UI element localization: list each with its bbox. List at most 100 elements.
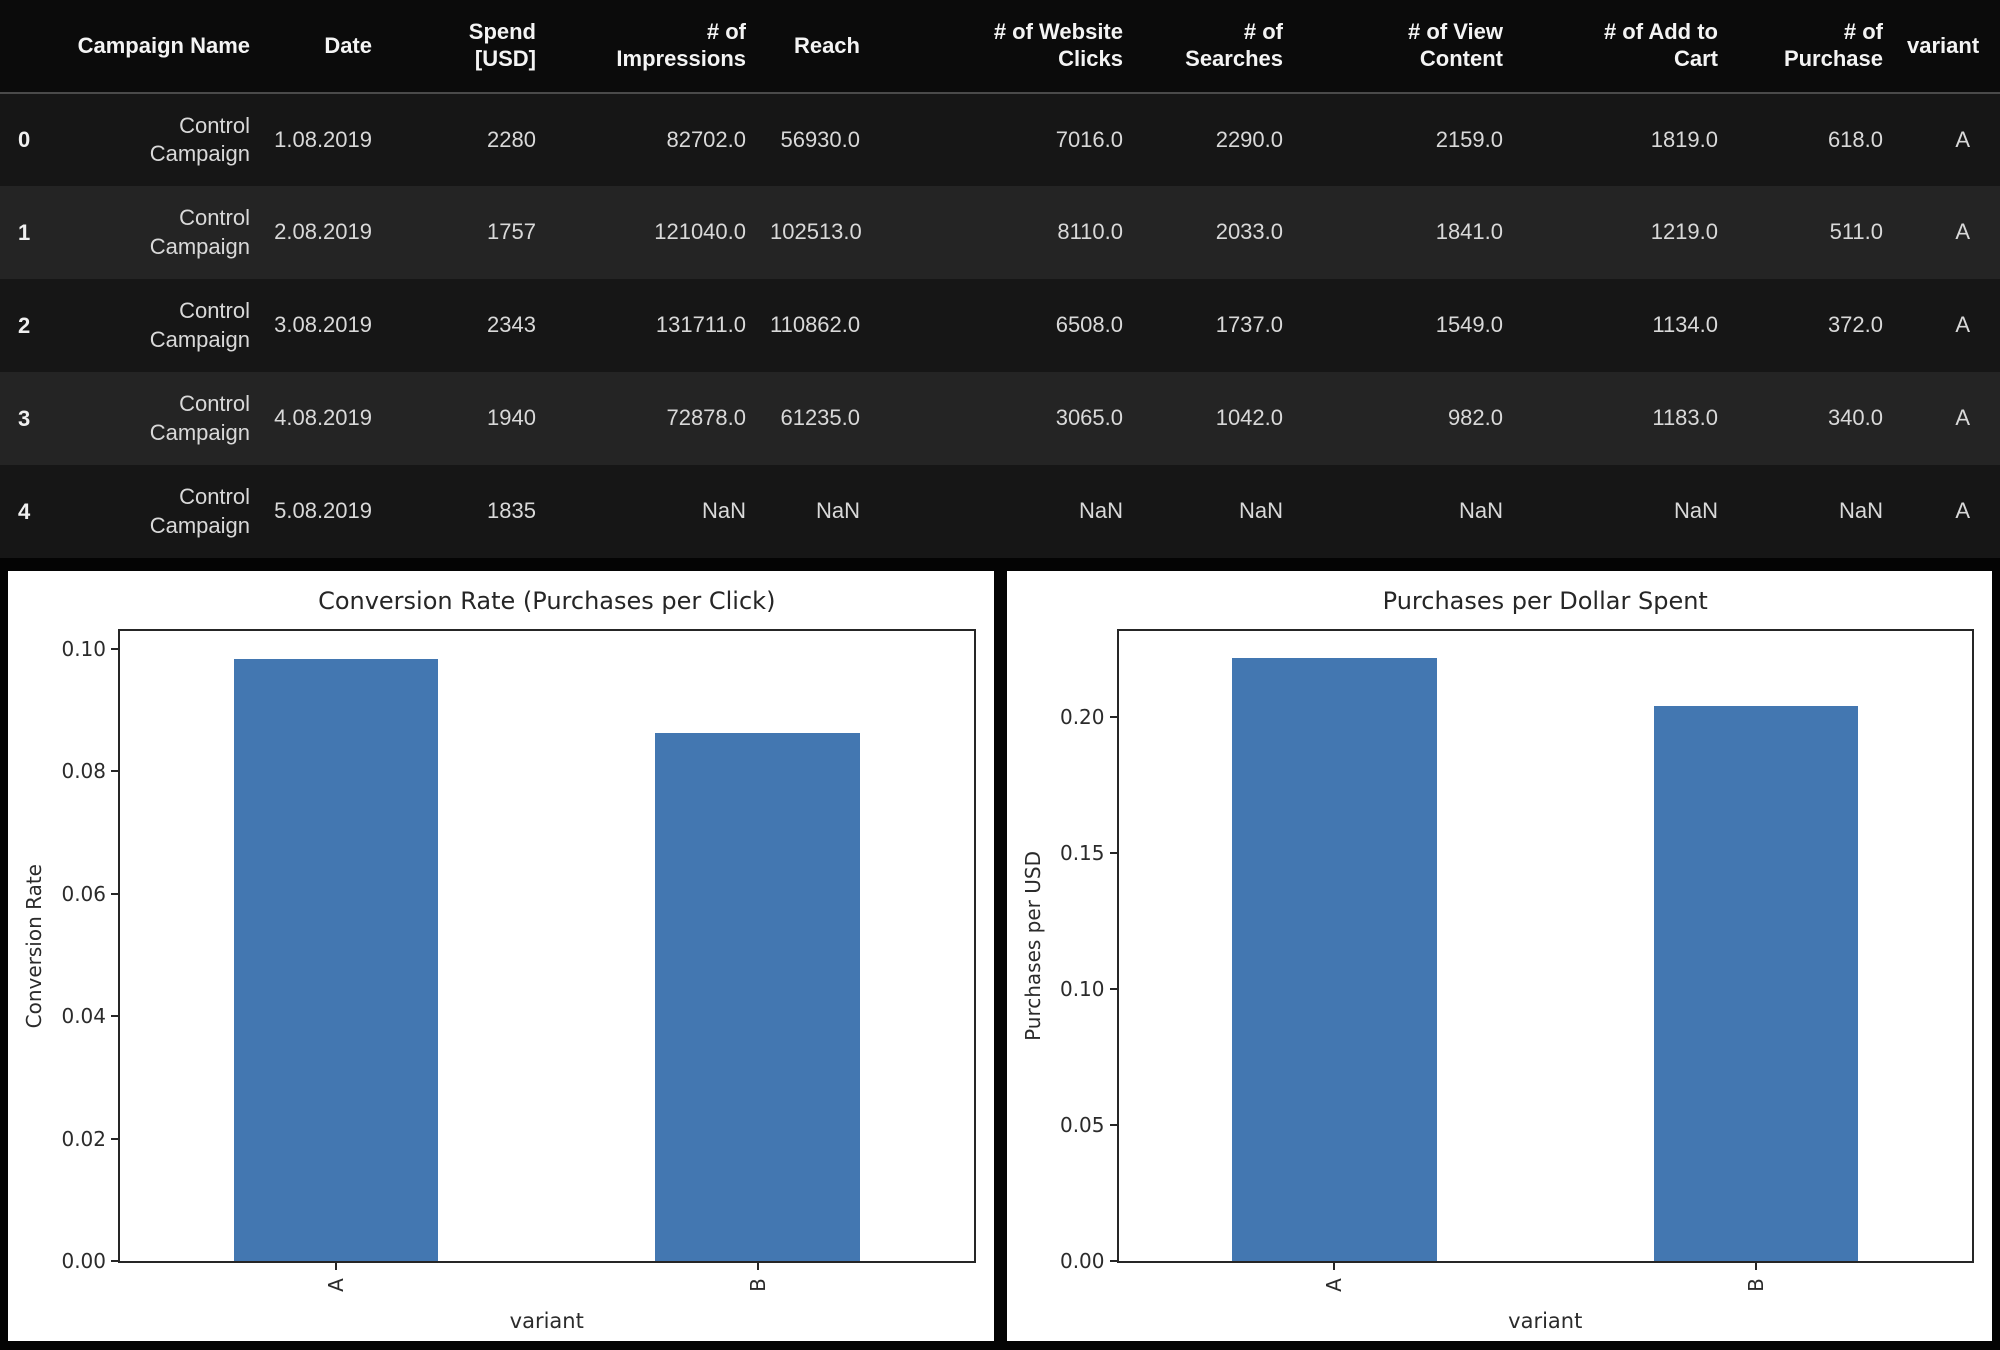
charts-row: Conversion Rate (Purchases per Click) Co… xyxy=(0,571,2000,1341)
table-cell: Control Campaign xyxy=(149,298,250,352)
table-cell: 2290.0 xyxy=(1215,126,1283,152)
x-tick-label: B xyxy=(1744,1278,1769,1292)
column-header: Spend [USD] xyxy=(384,0,548,94)
y-tick-mark xyxy=(1109,987,1119,990)
table-cell: 2.08.2019 xyxy=(274,219,372,245)
column-header: # of Impressions xyxy=(548,0,758,94)
y-tick-label: 0.08 xyxy=(61,759,106,784)
y-tick-mark xyxy=(111,892,120,895)
table-cell: NaN xyxy=(1238,498,1283,524)
column-header: # of Searches xyxy=(1135,0,1295,94)
column-header: # of Add to Cart xyxy=(1515,0,1730,94)
index-column-header xyxy=(0,0,48,94)
x-tick-label: A xyxy=(323,1278,348,1292)
x-tick-mark xyxy=(1755,1261,1758,1270)
y-tick-label: 0.10 xyxy=(1059,976,1105,1001)
table-row: 3 Control Campaign 4.08.2019 1940 72878.0 612… xyxy=(0,372,2000,465)
table-cell: 5.08.2019 xyxy=(274,498,372,524)
table-cell: Control Campaign xyxy=(149,205,250,259)
table-cell: 1549.0 xyxy=(1435,312,1503,338)
table-cell: A xyxy=(1955,219,1970,245)
x-axis-label: variant xyxy=(1508,1309,1583,1333)
table-cell: NaN xyxy=(701,498,746,524)
dataframe-body: 0 Control Campaign 1.08.2019 2280 82702.0 569… xyxy=(0,93,2000,558)
x-tick-mark xyxy=(1333,1261,1336,1270)
y-tick-label: 0.00 xyxy=(1059,1249,1105,1273)
table-cell: 131711.0 xyxy=(655,312,746,338)
y-axis-label-strip: Purchases per USD xyxy=(1015,629,1051,1263)
table-cell: 1.08.2019 xyxy=(274,126,372,152)
table-cell: 102513.0 xyxy=(770,219,862,245)
table-cell: A xyxy=(1955,498,1970,524)
column-header: Date xyxy=(262,0,384,94)
row-index: 0 xyxy=(18,127,31,152)
column-header: # of View Content xyxy=(1295,0,1515,94)
dataframe-output: Campaign Name Date Spend [USD] # of Impressio… xyxy=(0,0,2000,558)
plot-area: 0.00 0.05 0.10 0.15 0.20 A B xyxy=(1060,629,1974,1292)
table-cell: Control Campaign xyxy=(149,391,250,445)
y-axis-label: Conversion Rate xyxy=(22,863,46,1029)
row-index: 1 xyxy=(18,219,31,245)
table-cell: 1940 xyxy=(487,405,536,431)
chart-title: Purchases per Dollar Spent xyxy=(1382,587,1708,615)
x-tick-mark xyxy=(334,1261,337,1270)
table-cell: NaN xyxy=(1838,498,1883,524)
x-tick-label: A xyxy=(1322,1278,1347,1292)
table-cell: NaN xyxy=(1673,498,1718,524)
y-tick-label: 0.04 xyxy=(61,1004,106,1029)
table-cell: Control Campaign xyxy=(149,112,250,166)
table-cell: 511.0 xyxy=(1829,219,1883,245)
table-cell: Control Campaign xyxy=(149,484,250,538)
y-tick-mark xyxy=(1109,1260,1119,1262)
column-header: Campaign Name xyxy=(48,0,262,94)
table-cell: A xyxy=(1955,126,1970,152)
y-tick-mark xyxy=(111,647,120,650)
y-axis-label: Purchases per USD xyxy=(1020,851,1045,1041)
table-row: 1 Control Campaign 2.08.2019 1757 121040.0 10… xyxy=(0,186,2000,279)
table-cell: 1835 xyxy=(487,498,536,524)
y-tick-mark xyxy=(1109,1123,1119,1126)
y-tick-mark xyxy=(111,1260,120,1262)
y-tick-mark xyxy=(111,1137,120,1140)
y-tick-label: 0.15 xyxy=(1059,840,1105,865)
table-cell: 72878.0 xyxy=(666,405,746,431)
table-cell: A xyxy=(1955,312,1970,338)
table-row: 2 Control Campaign 3.08.2019 2343 131711.0 11… xyxy=(0,279,2000,372)
column-header: # of Website Clicks xyxy=(872,0,1135,94)
table-cell: 4.08.2019 xyxy=(274,405,372,431)
table-cell: 3.08.2019 xyxy=(274,312,372,338)
y-tick-label: 0.10 xyxy=(61,636,106,661)
bar-variant-A xyxy=(1232,658,1437,1261)
y-tick-label: 0.20 xyxy=(1059,704,1105,729)
y-tick-label: 0.05 xyxy=(1059,1112,1105,1137)
table-row: 0 Control Campaign 1.08.2019 2280 82702.0 569… xyxy=(0,93,2000,186)
dataframe-header: Campaign Name Date Spend [USD] # of Impressio… xyxy=(0,0,2000,94)
column-header: variant xyxy=(1895,0,2000,94)
bar-variant-B xyxy=(1653,705,1859,1261)
row-index: 4 xyxy=(18,498,31,524)
table-cell: 7016.0 xyxy=(1055,126,1123,152)
x-tick-mark xyxy=(756,1261,759,1270)
table-cell: 982.0 xyxy=(1447,405,1503,431)
y-tick-label: 0.02 xyxy=(61,1126,106,1151)
table-cell: 372.0 xyxy=(1827,312,1883,338)
table-cell: NaN xyxy=(1078,498,1123,524)
bar-variant-A xyxy=(233,659,439,1261)
table-cell: 2033.0 xyxy=(1215,219,1283,245)
row-index: 3 xyxy=(18,405,31,431)
y-tick-label: 0.00 xyxy=(61,1249,106,1273)
chart-purchases-per-dollar: Purchases per Dollar Spent Purchases per… xyxy=(1006,571,1992,1341)
table-cell: NaN xyxy=(1458,498,1503,524)
bar-variant-B xyxy=(655,733,860,1261)
table-cell: 2343 xyxy=(487,312,536,338)
campaign-dataframe: Campaign Name Date Spend [USD] # of Impressio… xyxy=(0,0,2000,558)
table-cell: 6508.0 xyxy=(1055,312,1123,338)
table-cell: 2159.0 xyxy=(1435,126,1503,152)
header-row: Campaign Name Date Spend [USD] # of Impressio… xyxy=(0,0,2000,94)
plot-area: 0.00 0.02 0.04 0.06 0.08 0.10 A B xyxy=(61,629,976,1292)
y-tick-mark xyxy=(1109,851,1119,854)
table-cell: 3065.0 xyxy=(1055,405,1123,431)
table-cell: 1183.0 xyxy=(1652,405,1718,431)
y-tick-mark xyxy=(1109,715,1119,718)
y-axis-label-strip: Conversion Rate xyxy=(16,629,52,1263)
